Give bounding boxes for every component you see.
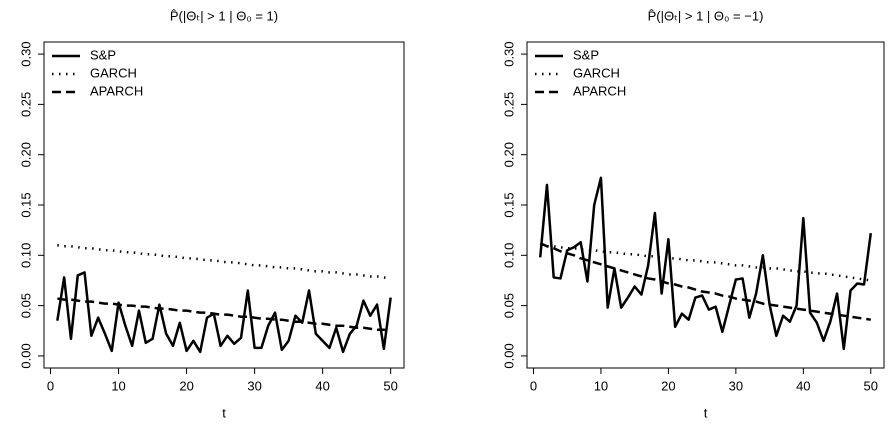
chart-title: P̂(|Θₜ| > 1 | Θ₀ = −1) bbox=[648, 8, 764, 23]
x-axis-label: t bbox=[704, 405, 708, 420]
x-tick-label: 40 bbox=[315, 378, 329, 393]
y-tick-label: 0.10 bbox=[501, 243, 516, 268]
x-tick-label: 0 bbox=[47, 378, 54, 393]
y-tick-label: 0.20 bbox=[501, 142, 516, 167]
x-tick-label: 50 bbox=[864, 378, 878, 393]
y-tick-label: 0.25 bbox=[501, 92, 516, 117]
legend-label: GARCH bbox=[90, 65, 137, 80]
x-tick-label: 10 bbox=[111, 378, 125, 393]
y-tick-label: 0.20 bbox=[18, 142, 33, 167]
x-axis-label: t bbox=[222, 405, 226, 420]
x-tick-label: 0 bbox=[530, 378, 537, 393]
x-tick-label: 40 bbox=[796, 378, 810, 393]
legend-label: APARCH bbox=[90, 83, 143, 98]
x-tick-label: 30 bbox=[729, 378, 743, 393]
legend-label: S&P bbox=[90, 47, 116, 62]
x-tick-label: 20 bbox=[661, 378, 675, 393]
series-line bbox=[539, 242, 871, 321]
legend-label: S&P bbox=[573, 47, 599, 62]
y-tick-label: 0.30 bbox=[501, 41, 516, 66]
y-tick-label: 0.25 bbox=[18, 92, 33, 117]
series-line bbox=[57, 244, 391, 280]
x-tick-label: 30 bbox=[247, 378, 261, 393]
series-line bbox=[57, 297, 391, 333]
y-tick-label: 0.05 bbox=[18, 293, 33, 318]
y-tick-label: 0.30 bbox=[18, 41, 33, 66]
y-tick-label: 0.00 bbox=[501, 343, 516, 368]
series-line bbox=[538, 176, 873, 351]
legend-label: GARCH bbox=[573, 65, 620, 80]
y-tick-label: 0.00 bbox=[18, 343, 33, 368]
y-tick-label: 0.10 bbox=[18, 243, 33, 268]
x-tick-label: 50 bbox=[383, 378, 397, 393]
x-tick-label: 10 bbox=[594, 378, 608, 393]
chart-title: P̂(|Θₜ| > 1 | Θ₀ = 1) bbox=[170, 8, 278, 23]
x-tick-label: 20 bbox=[179, 378, 193, 393]
y-tick-label: 0.05 bbox=[501, 293, 516, 318]
y-tick-label: 0.15 bbox=[18, 192, 33, 217]
y-tick-label: 0.15 bbox=[501, 192, 516, 217]
series-line bbox=[56, 271, 392, 354]
legend-label: APARCH bbox=[573, 83, 626, 98]
